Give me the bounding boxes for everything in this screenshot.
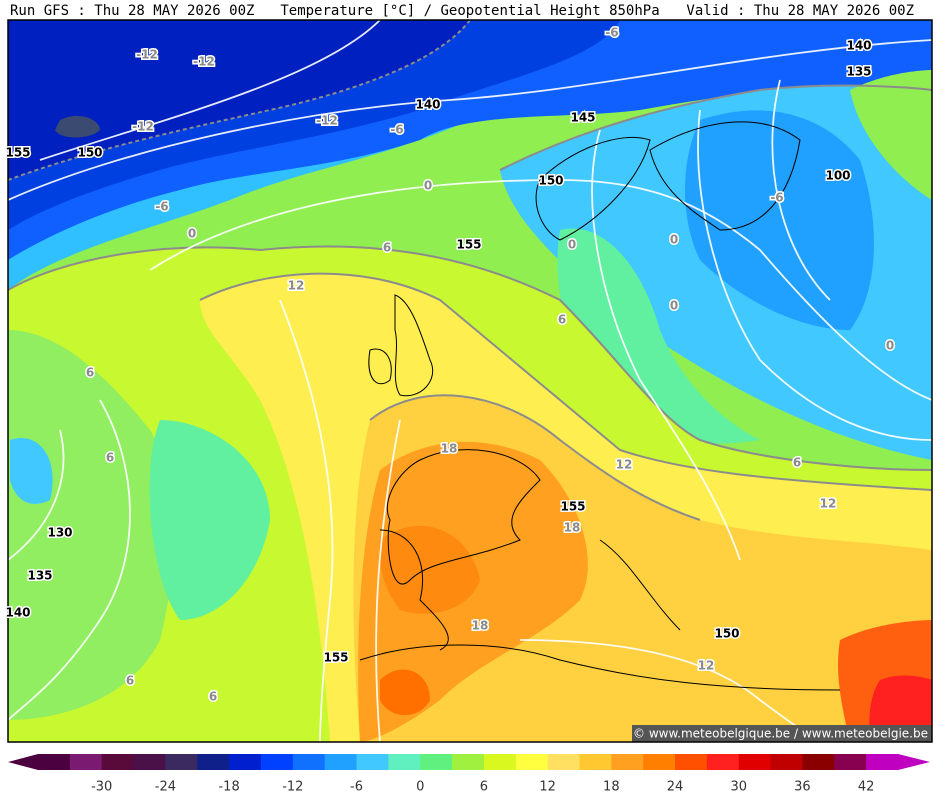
temperature-label: 12 bbox=[288, 279, 305, 293]
colorbar-swatch bbox=[38, 754, 71, 770]
colorbar-swatch bbox=[515, 754, 549, 770]
colorbar-swatch bbox=[547, 754, 580, 770]
colorbar-swatch bbox=[133, 754, 166, 770]
temperature-label: 6 bbox=[209, 690, 217, 704]
colorbar-tick-label: 30 bbox=[730, 780, 747, 795]
temperature-label: -12 bbox=[136, 48, 158, 62]
height-label: 140 bbox=[846, 39, 871, 53]
colorbar-swatch bbox=[770, 754, 803, 770]
height-label: 150 bbox=[538, 174, 563, 188]
height-label: 135 bbox=[27, 569, 52, 583]
colorbar-swatch bbox=[388, 754, 421, 770]
height-label: 150 bbox=[77, 146, 102, 160]
colorbar-swatch bbox=[834, 754, 867, 770]
temperature-label: 12 bbox=[616, 458, 633, 472]
colorbar-swatch bbox=[101, 754, 135, 770]
contour-labels: -12 -12 -12 -12 -6 -6 -6 -6 0 0 0 0 0 0 6 6 6 6 6 6 6 12 12 12 1… bbox=[4, 24, 896, 705]
colorbar-tick-label: 18 bbox=[603, 780, 620, 795]
temperature-label: -6 bbox=[770, 191, 783, 205]
colorbar-tick-label: 0 bbox=[416, 780, 424, 795]
temperature-label: 6 bbox=[106, 451, 114, 465]
map-title: Temperature [°C] / Geopotential Height 8… bbox=[280, 3, 659, 19]
temperature-label: 0 bbox=[424, 179, 432, 193]
colorbar-swatch bbox=[229, 754, 262, 770]
temperature-label: -6 bbox=[155, 200, 168, 214]
credit: © www.meteobelgique.be / www.meteobelgie… bbox=[633, 727, 928, 741]
height-label: 135 bbox=[846, 65, 871, 79]
height-label: 145 bbox=[570, 111, 595, 125]
height-label: 100 bbox=[825, 169, 850, 183]
temperature-label: 18 bbox=[472, 619, 489, 633]
colorbar-tick-label: 36 bbox=[794, 780, 811, 795]
colorbar-tick-label: 24 bbox=[667, 780, 684, 795]
colorbar-end bbox=[898, 754, 930, 770]
temperature-label: 6 bbox=[126, 674, 134, 688]
colorbar-tick-label: 12 bbox=[539, 780, 556, 795]
colorbar-swatch bbox=[738, 754, 772, 770]
colorbar-tick-label: 6 bbox=[480, 780, 488, 795]
temperature-label: -12 bbox=[193, 55, 215, 69]
temperature-label: 6 bbox=[86, 366, 94, 380]
map bbox=[8, 20, 932, 742]
colorbar-tick-label: -24 bbox=[155, 780, 176, 795]
colorbar-end bbox=[8, 754, 38, 770]
colorbar-swatch bbox=[866, 754, 899, 770]
height-label: 155 bbox=[456, 238, 481, 252]
valid-label: Valid : Thu 28 MAY 2026 00Z bbox=[686, 3, 914, 19]
colorbar: -30 -24 -18 -12 -6 0 6 12 18 24 30 36 42 bbox=[8, 754, 930, 795]
temperature-label: 6 bbox=[558, 313, 566, 327]
colorbar-tick-label: -18 bbox=[218, 780, 239, 795]
colorbar-tick-label: 42 bbox=[858, 780, 875, 795]
colorbar-tick-label: -6 bbox=[350, 780, 363, 795]
temperature-label: 0 bbox=[568, 238, 576, 252]
colorbar-swatch bbox=[802, 754, 835, 770]
colorbar-swatch bbox=[260, 754, 294, 770]
colorbar-swatch bbox=[69, 754, 103, 770]
colorbar-swatch bbox=[483, 754, 517, 770]
height-label: 140 bbox=[5, 606, 30, 620]
temperature-label: 18 bbox=[441, 442, 458, 456]
temperature-label: -12 bbox=[316, 114, 338, 128]
temperature-label: 12 bbox=[698, 659, 715, 673]
height-label: 150 bbox=[714, 627, 739, 641]
height-label: 155 bbox=[560, 500, 585, 514]
colorbar-tick-label: -12 bbox=[282, 780, 303, 795]
temperature-label: 0 bbox=[670, 299, 678, 313]
colorbar-swatch bbox=[356, 754, 389, 770]
temperature-label: 12 bbox=[820, 497, 837, 511]
colorbar-swatch bbox=[706, 754, 740, 770]
temperature-label: 0 bbox=[670, 233, 678, 247]
colorbar-swatch bbox=[197, 754, 230, 770]
colorbar-swatch bbox=[675, 754, 708, 770]
height-label: 140 bbox=[415, 98, 440, 112]
run-label: Run GFS : Thu 28 MAY 2026 00Z bbox=[10, 3, 254, 19]
temperature-label: -6 bbox=[390, 123, 403, 137]
colorbar-swatch bbox=[324, 754, 358, 770]
colorbar-swatch bbox=[165, 754, 198, 770]
colorbar-swatch bbox=[611, 754, 644, 770]
temperature-label: 6 bbox=[383, 241, 391, 255]
temperature-label: 0 bbox=[188, 227, 196, 241]
temperature-label: -12 bbox=[132, 120, 154, 134]
height-label: 155 bbox=[323, 651, 348, 665]
colorbar-swatch bbox=[579, 754, 612, 770]
temperature-label: 18 bbox=[564, 521, 581, 535]
temperature-label: 0 bbox=[886, 339, 894, 353]
height-label: 155 bbox=[5, 146, 30, 160]
temperature-label: -6 bbox=[605, 26, 618, 40]
colorbar-swatch bbox=[292, 754, 326, 770]
temperature-label: 6 bbox=[793, 456, 801, 470]
colorbar-tick-label: -30 bbox=[91, 780, 112, 795]
height-label: 130 bbox=[47, 526, 72, 540]
colorbar-swatch bbox=[452, 754, 485, 770]
colorbar-swatch bbox=[643, 754, 676, 770]
colorbar-swatch bbox=[420, 754, 453, 770]
